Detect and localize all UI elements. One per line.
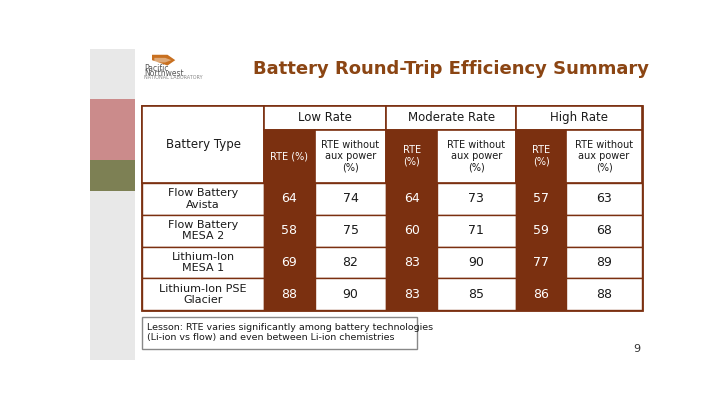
Text: RTE
(%): RTE (%) bbox=[532, 145, 550, 167]
Bar bbox=[142, 247, 264, 279]
Text: 83: 83 bbox=[404, 256, 420, 269]
Bar bbox=[142, 107, 642, 310]
Text: NATIONAL LABORATORY: NATIONAL LABORATORY bbox=[144, 75, 203, 80]
Text: Lithium-Ion PSE
Glacier: Lithium-Ion PSE Glacier bbox=[159, 284, 247, 305]
Text: RTE without
aux power
(%): RTE without aux power (%) bbox=[321, 140, 379, 173]
Bar bbox=[142, 107, 264, 183]
Bar bbox=[516, 279, 566, 310]
Bar bbox=[516, 107, 642, 130]
Text: Flow Battery
Avista: Flow Battery Avista bbox=[168, 188, 238, 209]
Bar bbox=[516, 215, 566, 247]
Bar bbox=[142, 317, 417, 349]
Text: RTE without
aux power
(%): RTE without aux power (%) bbox=[447, 140, 505, 173]
Bar bbox=[315, 279, 387, 310]
Polygon shape bbox=[154, 58, 171, 62]
Bar bbox=[516, 183, 566, 215]
Bar bbox=[264, 107, 387, 130]
Polygon shape bbox=[152, 55, 175, 66]
Bar bbox=[387, 215, 437, 247]
Text: RTE without
aux power
(%): RTE without aux power (%) bbox=[575, 140, 633, 173]
Text: Pacific: Pacific bbox=[144, 64, 168, 73]
Text: 90: 90 bbox=[343, 288, 359, 301]
Text: 63: 63 bbox=[596, 192, 612, 205]
Text: Moderate Rate: Moderate Rate bbox=[408, 111, 495, 124]
Bar bbox=[566, 279, 642, 310]
Text: 71: 71 bbox=[469, 224, 485, 237]
Text: 64: 64 bbox=[282, 192, 297, 205]
Bar bbox=[437, 130, 516, 183]
Text: Battery Round-Trip Efficiency Summary: Battery Round-Trip Efficiency Summary bbox=[253, 60, 649, 79]
Bar bbox=[387, 247, 437, 279]
Bar bbox=[387, 130, 437, 183]
Text: 59: 59 bbox=[534, 224, 549, 237]
Bar bbox=[437, 183, 516, 215]
Bar bbox=[90, 49, 135, 360]
Text: 69: 69 bbox=[282, 256, 297, 269]
Bar bbox=[516, 247, 566, 279]
Text: Low Rate: Low Rate bbox=[298, 111, 352, 124]
Bar bbox=[437, 215, 516, 247]
Bar bbox=[90, 160, 135, 191]
Text: 74: 74 bbox=[343, 192, 359, 205]
Text: 83: 83 bbox=[404, 288, 420, 301]
Text: 88: 88 bbox=[596, 288, 612, 301]
Text: Lesson: RTE varies significantly among battery technologies
(Li-ion vs flow) and: Lesson: RTE varies significantly among b… bbox=[147, 323, 433, 343]
Bar bbox=[387, 107, 516, 130]
Bar bbox=[437, 247, 516, 279]
Text: 68: 68 bbox=[596, 224, 612, 237]
Text: 82: 82 bbox=[343, 256, 359, 269]
Bar bbox=[264, 279, 315, 310]
Text: High Rate: High Rate bbox=[550, 111, 608, 124]
Text: RTE (%): RTE (%) bbox=[271, 151, 308, 161]
Bar bbox=[516, 130, 566, 183]
Bar bbox=[437, 279, 516, 310]
Text: 73: 73 bbox=[469, 192, 485, 205]
Text: 60: 60 bbox=[404, 224, 420, 237]
Text: 9: 9 bbox=[633, 344, 640, 354]
Text: Northwest: Northwest bbox=[144, 69, 184, 79]
Text: Battery Type: Battery Type bbox=[166, 138, 240, 151]
Text: 86: 86 bbox=[534, 288, 549, 301]
Bar bbox=[142, 279, 264, 310]
Text: Flow Battery
MESA 2: Flow Battery MESA 2 bbox=[168, 220, 238, 241]
Bar bbox=[142, 215, 264, 247]
Bar bbox=[566, 183, 642, 215]
Bar bbox=[566, 247, 642, 279]
Text: 85: 85 bbox=[469, 288, 485, 301]
Bar bbox=[387, 183, 437, 215]
Bar bbox=[315, 215, 387, 247]
Text: 77: 77 bbox=[533, 256, 549, 269]
Text: 88: 88 bbox=[282, 288, 297, 301]
Text: 90: 90 bbox=[469, 256, 485, 269]
Bar bbox=[264, 130, 315, 183]
Text: 64: 64 bbox=[404, 192, 420, 205]
Bar bbox=[566, 215, 642, 247]
Bar bbox=[264, 215, 315, 247]
Bar bbox=[566, 130, 642, 183]
Bar bbox=[264, 247, 315, 279]
Bar bbox=[90, 99, 135, 191]
Text: RTE
(%): RTE (%) bbox=[402, 145, 420, 167]
Text: 89: 89 bbox=[596, 256, 612, 269]
Text: 57: 57 bbox=[533, 192, 549, 205]
Text: Lithium-Ion
MESA 1: Lithium-Ion MESA 1 bbox=[171, 252, 235, 273]
Text: 75: 75 bbox=[343, 224, 359, 237]
Bar bbox=[387, 279, 437, 310]
Bar bbox=[142, 183, 264, 215]
Bar bbox=[315, 130, 387, 183]
Bar bbox=[264, 183, 315, 215]
Bar bbox=[315, 183, 387, 215]
Text: 58: 58 bbox=[282, 224, 297, 237]
Bar bbox=[315, 247, 387, 279]
